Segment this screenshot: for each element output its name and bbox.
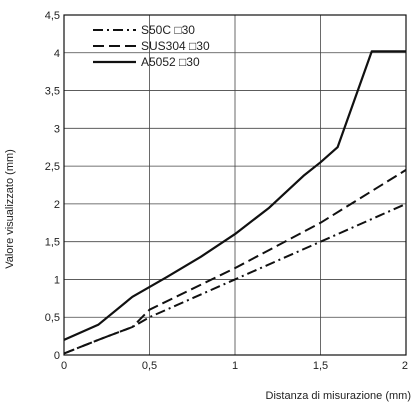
x-tick-label: 2 [402, 360, 408, 372]
x-tick-label: 0 [61, 360, 67, 372]
legend-label-2: SUS304 □30 [141, 39, 210, 53]
y-tick-label: 3 [54, 123, 60, 135]
x-axis-title: Distanza di misurazione (mm) [266, 390, 411, 402]
series-line-3 [63, 50, 406, 341]
y-tick-label: 2 [54, 199, 60, 211]
tick-labels: 0 0,5 1 1,5 2 0 0,5 1 1,5 2 2,5 3 3,5 4 4,5 [45, 10, 408, 372]
y-tick-label: 1 [54, 274, 60, 286]
x-tick-label: 1,5 [313, 360, 328, 372]
y-tick-label: 4,5 [45, 10, 60, 22]
legend-label-3: A5052 □30 [141, 55, 200, 69]
x-tick-label: 0,5 [142, 360, 157, 372]
y-tick-label: 0 [54, 350, 60, 362]
series-line-2 [63, 169, 407, 355]
y-axis-title: Valore visualizzato (mm) [4, 149, 16, 269]
y-tick-label: 3,5 [45, 86, 60, 98]
legend: S50C □30 SUS304 □30 A5052 □30 [93, 23, 210, 69]
plot-frame [63, 14, 407, 356]
y-tick-label: 0,5 [45, 312, 60, 324]
series-group [63, 50, 407, 355]
legend-label-1: S50C □30 [141, 23, 195, 37]
y-tick-label: 1,5 [45, 237, 60, 249]
y-tick-label: 2,5 [45, 161, 60, 173]
y-tick-label: 4 [54, 48, 60, 60]
x-tick-label: 1 [232, 360, 238, 372]
